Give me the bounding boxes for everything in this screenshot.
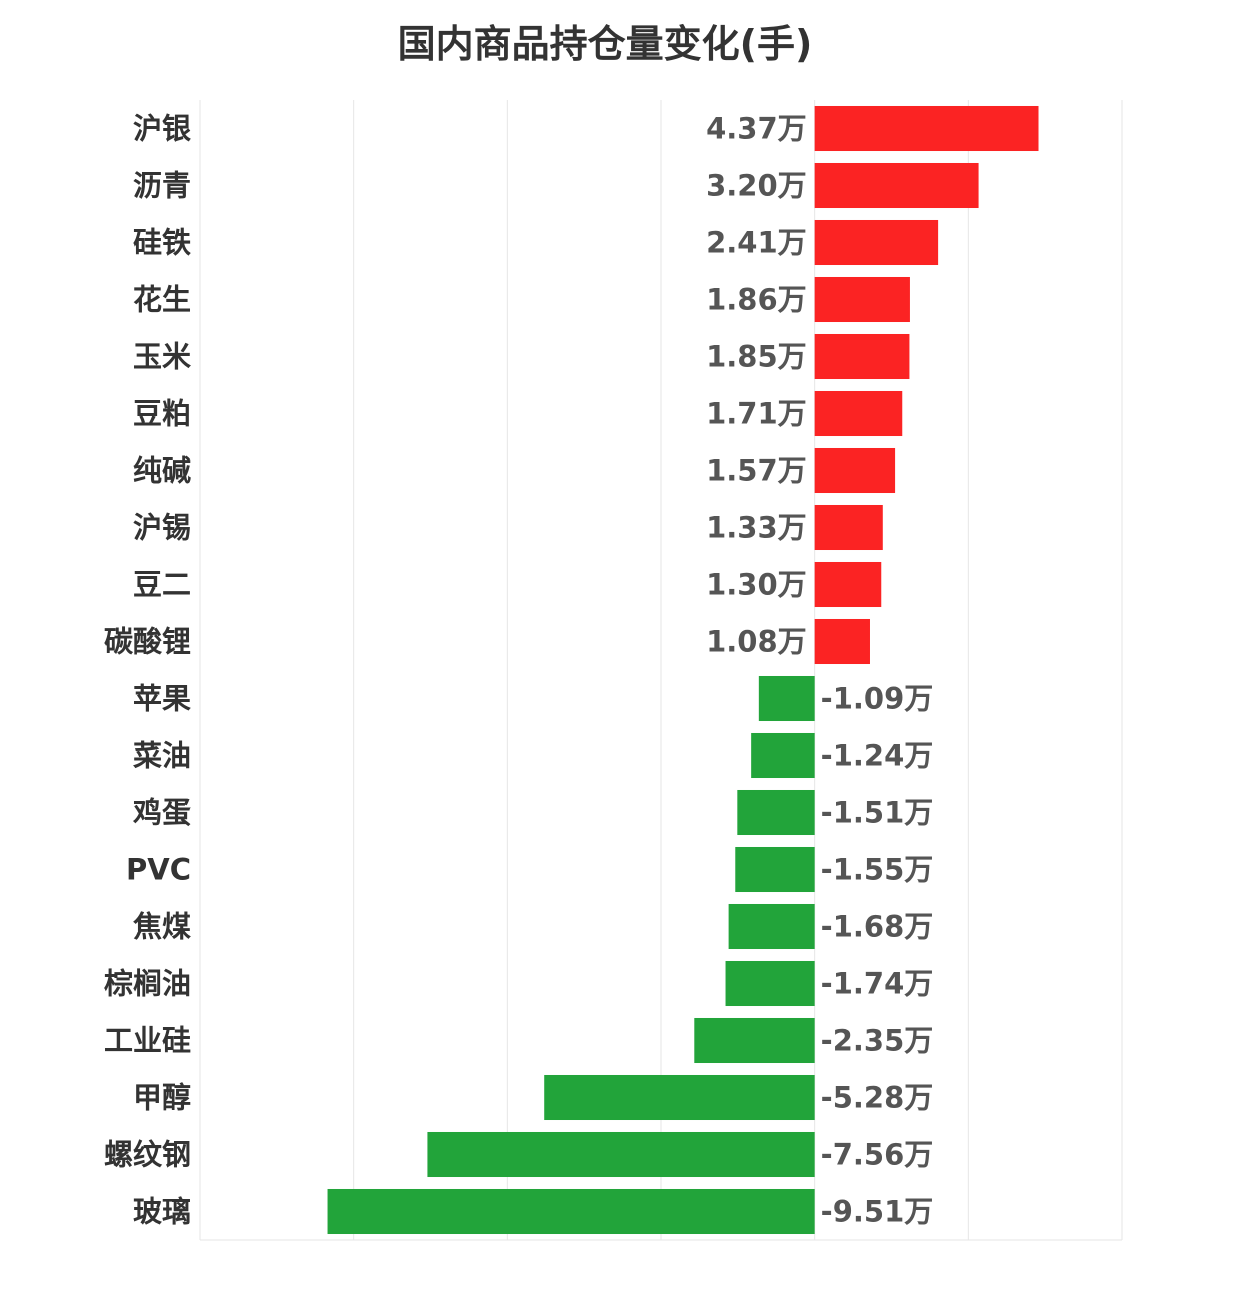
bar	[327, 1188, 815, 1235]
chart-title: 国内商品持仓量变化(手)	[398, 22, 813, 66]
category-label: 玻璃	[133, 1195, 191, 1229]
category-label: 沥青	[133, 169, 191, 203]
value-labels: 4.37万 3.20万 2.41万 1.86万 1.85万 1.71万 1.57万 1.33万…	[706, 112, 933, 1229]
bar	[814, 105, 1039, 152]
category-label: 玉米	[133, 340, 191, 374]
bar	[814, 333, 910, 380]
value-label: 2.41万	[706, 226, 807, 260]
bar	[694, 1017, 815, 1064]
category-label: 沪锡	[133, 511, 191, 545]
bar	[427, 1131, 815, 1178]
value-label: 1.57万	[706, 454, 807, 488]
bar	[737, 789, 815, 836]
value-label: 1.08万	[706, 625, 807, 659]
category-label: 菜油	[133, 739, 191, 773]
value-label: -1.55万	[821, 853, 934, 887]
category-label: PVC	[126, 853, 191, 887]
category-label: 甲醇	[133, 1081, 191, 1115]
bar	[814, 390, 903, 437]
category-label: 鸡蛋	[133, 796, 191, 830]
value-label: -2.35万	[821, 1024, 934, 1058]
value-label: -1.74万	[821, 967, 934, 1001]
value-label: -1.68万	[821, 910, 934, 944]
category-label: 螺纹钢	[104, 1138, 191, 1172]
bar	[814, 276, 910, 323]
bar	[814, 447, 896, 494]
bar	[814, 561, 882, 608]
category-label: 工业硅	[104, 1024, 191, 1058]
value-label: 1.30万	[706, 568, 807, 602]
category-label: 豆二	[133, 568, 191, 602]
category-label: 苹果	[133, 682, 191, 716]
category-label: 豆粕	[133, 397, 191, 431]
value-label: -7.56万	[821, 1138, 934, 1172]
value-label: 1.71万	[706, 397, 807, 431]
bar	[728, 903, 815, 950]
grid-lines	[199, 100, 1123, 1241]
category-label: 棕榈油	[104, 967, 191, 1001]
value-label: 4.37万	[706, 112, 807, 146]
bar	[814, 162, 979, 209]
category-label: 沪银	[133, 112, 191, 146]
value-label: -5.28万	[821, 1081, 934, 1115]
category-label: 碳酸锂	[104, 625, 191, 659]
value-label: -1.09万	[821, 682, 934, 716]
bar	[751, 732, 815, 779]
bar	[735, 846, 815, 893]
bar	[725, 960, 815, 1007]
value-label: -1.51万	[821, 796, 934, 830]
bar	[814, 219, 939, 266]
value-label: -1.24万	[821, 739, 934, 773]
value-label: 1.86万	[706, 283, 807, 317]
value-label: -9.51万	[821, 1195, 934, 1229]
value-label: 1.85万	[706, 340, 807, 374]
bar	[814, 618, 870, 665]
category-label: 花生	[133, 283, 191, 317]
bar	[544, 1074, 815, 1121]
value-label: 1.33万	[706, 511, 807, 545]
bar	[814, 504, 883, 551]
bars	[327, 105, 1039, 1235]
category-label: 纯碱	[133, 454, 191, 488]
category-label: 焦煤	[133, 910, 191, 944]
bar	[758, 675, 815, 722]
category-label: 硅铁	[133, 226, 191, 260]
value-label: 3.20万	[706, 169, 807, 203]
